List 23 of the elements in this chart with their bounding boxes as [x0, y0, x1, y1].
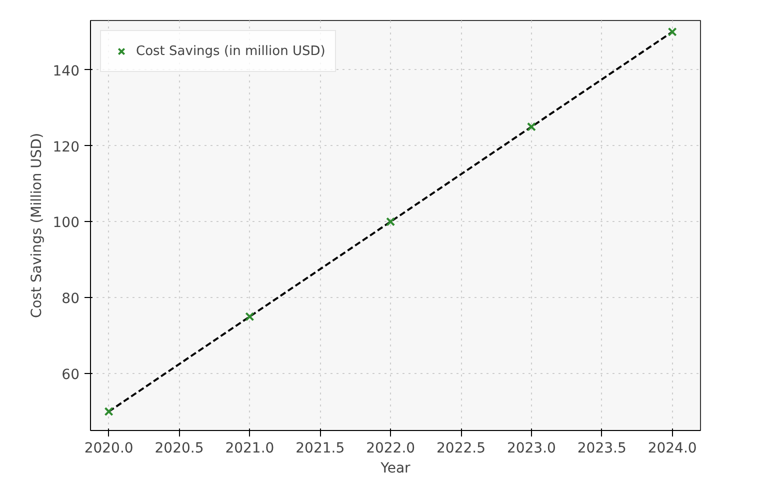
line-series — [108, 30, 674, 413]
point — [104, 406, 114, 416]
y-tick-label: 120 — [52, 139, 80, 156]
y-tick-label: 60 — [62, 367, 80, 384]
x-tick-label: 2020.5 — [154, 440, 204, 456]
y-tick-label: 100 — [52, 215, 80, 232]
point — [668, 27, 677, 36]
x-tick-label: 2024.0 — [648, 440, 697, 456]
x-tick-label: 2022.0 — [366, 440, 416, 456]
point — [245, 312, 254, 322]
x-axis-title: Year — [380, 460, 411, 476]
y-axis-title: Cost Savings (Million USD) — [28, 132, 45, 318]
x-tick-label: 2023.5 — [577, 440, 626, 456]
y-tick-label: 80 — [62, 291, 80, 308]
x-tick-label: 2022.5 — [436, 440, 486, 456]
x-tick-label: 2021.5 — [296, 440, 345, 456]
x-tick-label: 2021.0 — [225, 440, 274, 456]
y-tick-label: 140 — [52, 63, 80, 80]
legend-label: Cost Savings (in million USD) — [136, 44, 326, 58]
point — [386, 217, 396, 226]
x-tick-label: 2023.0 — [506, 440, 556, 456]
point — [526, 122, 536, 132]
x-tick-label: 2020.0 — [84, 440, 134, 456]
